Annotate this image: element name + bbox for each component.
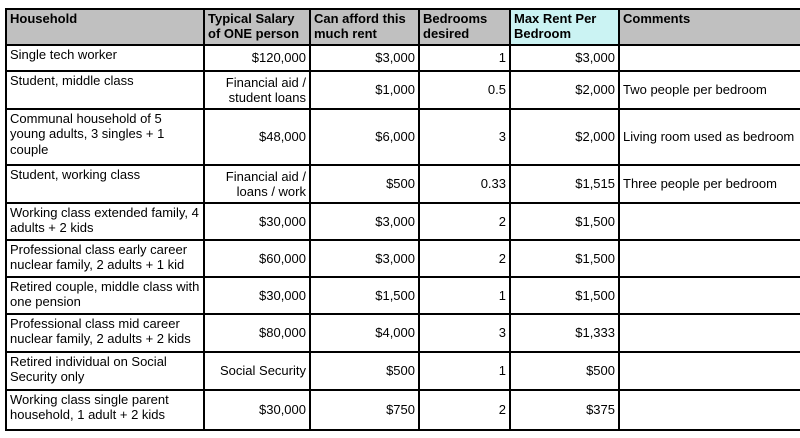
cell-rent: $3,000 (309, 44, 420, 72)
cell-salary: $80,000 (203, 313, 311, 353)
cell-max_rent: $1,500 (509, 276, 620, 315)
cell-rent: $6,000 (309, 108, 420, 166)
cell-household: Student, middle class (5, 70, 205, 110)
cell-bedrooms: 1 (418, 44, 511, 72)
cell-rent: $1,000 (309, 70, 420, 110)
cell-comments: Three people per bedroom (618, 164, 800, 204)
cell-bedrooms: 1 (418, 276, 511, 315)
cell-household: Working class extended family, 4 adults … (5, 202, 205, 241)
cell-household: Retired couple, middle class with one pe… (5, 276, 205, 315)
column-header-household: Household (5, 8, 205, 46)
cell-max_rent: $375 (509, 389, 620, 431)
cell-comments (618, 351, 800, 391)
table-row: Working class extended family, 4 adults … (5, 202, 800, 241)
column-header-bedrooms: Bedrooms desired (418, 8, 511, 46)
cell-salary: $30,000 (203, 202, 311, 241)
cell-rent: $750 (309, 389, 420, 431)
table-row: Working class single parent household, 1… (5, 389, 800, 431)
cell-salary: $120,000 (203, 44, 311, 72)
column-header-rent: Can afford this much rent (309, 8, 420, 46)
cell-salary: $30,000 (203, 276, 311, 315)
cell-comments: Two people per bedroom (618, 70, 800, 110)
column-header-comments: Comments (618, 8, 800, 46)
cell-household: Professional class mid career nuclear fa… (5, 313, 205, 353)
cell-household: Student, working class (5, 164, 205, 204)
cell-max_rent: $1,500 (509, 239, 620, 278)
cell-bedrooms: 1 (418, 351, 511, 391)
cell-max_rent: $500 (509, 351, 620, 391)
cell-bedrooms: 2 (418, 239, 511, 278)
cell-rent: $500 (309, 351, 420, 391)
cell-salary: Financial aid / student loans (203, 70, 311, 110)
cell-rent: $3,000 (309, 202, 420, 241)
cell-salary: $48,000 (203, 108, 311, 166)
cell-comments (618, 239, 800, 278)
cell-rent: $4,000 (309, 313, 420, 353)
table-row: Single tech worker $120,000 $3,000 1 $3,000 (5, 44, 800, 72)
cell-max_rent: $3,000 (509, 44, 620, 72)
column-header-max_rent: Max Rent Per Bedroom (509, 8, 620, 46)
cell-bedrooms: 0.33 (418, 164, 511, 204)
cell-comments (618, 313, 800, 353)
cell-comments (618, 44, 800, 72)
column-header-salary: Typical Salary of ONE person (203, 8, 311, 46)
cell-max_rent: $1,515 (509, 164, 620, 204)
cell-bedrooms: 3 (418, 313, 511, 353)
cell-salary: Social Security (203, 351, 311, 391)
cell-rent: $500 (309, 164, 420, 204)
cell-comments (618, 276, 800, 315)
cell-salary: Financial aid / loans / work (203, 164, 311, 204)
table-row: Professional class mid career nuclear fa… (5, 313, 800, 353)
cell-max_rent: $2,000 (509, 70, 620, 110)
cell-bedrooms: 2 (418, 389, 511, 431)
table-row: Communal household of 5 young adults, 3 … (5, 108, 800, 166)
cell-rent: $3,000 (309, 239, 420, 278)
cell-household: Single tech worker (5, 44, 205, 72)
table-row: Student, working class Financial aid / lo… (5, 164, 800, 204)
household-rent-table: Household Typical Salary of ONE person Can… (5, 8, 800, 431)
table-row: Retired individual on Social Security on… (5, 351, 800, 391)
table-header: Household Typical Salary of ONE person Can… (5, 8, 800, 46)
header-row: Household Typical Salary of ONE person Can… (5, 8, 800, 46)
cell-salary: $30,000 (203, 389, 311, 431)
cell-max_rent: $1,333 (509, 313, 620, 353)
cell-bedrooms: 3 (418, 108, 511, 166)
table-body: Single tech worker $120,000 $3,000 1 $3,000 S… (5, 44, 800, 431)
table-row: Retired couple, middle class with one pe… (5, 276, 800, 315)
cell-household: Communal household of 5 young adults, 3 … (5, 108, 205, 166)
cell-rent: $1,500 (309, 276, 420, 315)
cell-bedrooms: 0.5 (418, 70, 511, 110)
table-row: Professional class early career nuclear … (5, 239, 800, 278)
cell-max_rent: $1,500 (509, 202, 620, 241)
cell-bedrooms: 2 (418, 202, 511, 241)
cell-household: Retired individual on Social Security on… (5, 351, 205, 391)
cell-max_rent: $2,000 (509, 108, 620, 166)
cell-household: Working class single parent household, 1… (5, 389, 205, 431)
cell-comments: Living room used as bedroom (618, 108, 800, 166)
cell-household: Professional class early career nuclear … (5, 239, 205, 278)
table-row: Student, middle class Financial aid / stu… (5, 70, 800, 110)
cell-comments (618, 389, 800, 431)
cell-salary: $60,000 (203, 239, 311, 278)
cell-comments (618, 202, 800, 241)
